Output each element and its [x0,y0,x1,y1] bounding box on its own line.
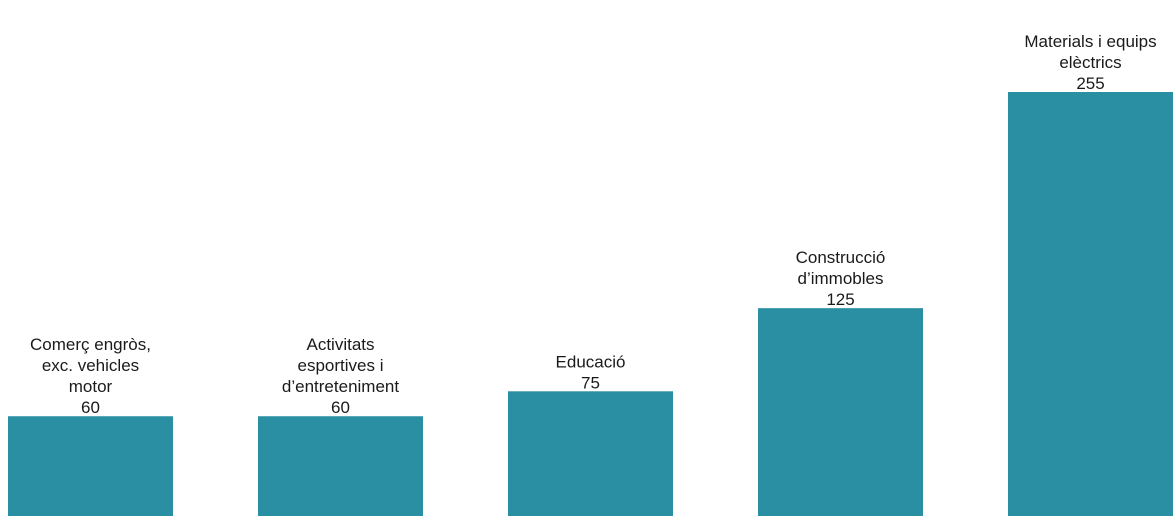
category-label-0-line-2: motor [69,377,113,396]
category-label-4-line-1: elèctrics [1059,53,1121,72]
bar-2 [508,391,673,516]
bar-1 [258,416,423,516]
bar-4 [1008,92,1173,516]
category-label-0-line-1: exc. vehicles [42,356,139,375]
value-label-4: 255 [1076,74,1104,93]
value-label-3: 125 [826,290,854,309]
labels-group: Comerç engròs, exc. vehicles motor 60 Activi… [30,32,1157,417]
value-label-1: 60 [331,398,350,417]
bar-3 [758,308,923,516]
value-label-2: 75 [581,373,600,392]
bars-group [8,92,1173,516]
value-label-0: 60 [81,398,100,417]
category-label-4-line-0: Materials i equips [1024,32,1156,51]
category-label-3-line-1: d’immobles [798,269,884,288]
category-label-0-line-0: Comerç engròs, [30,335,151,354]
category-label-1-line-2: d’entreteniment [282,377,399,396]
category-label-1-line-0: Activitats [306,335,374,354]
category-label-1-line-1: esportives i [298,356,384,375]
category-label-3-line-0: Construcció [796,248,886,267]
category-label-2-line-0: Educació [556,352,626,371]
bar-0 [8,416,173,516]
